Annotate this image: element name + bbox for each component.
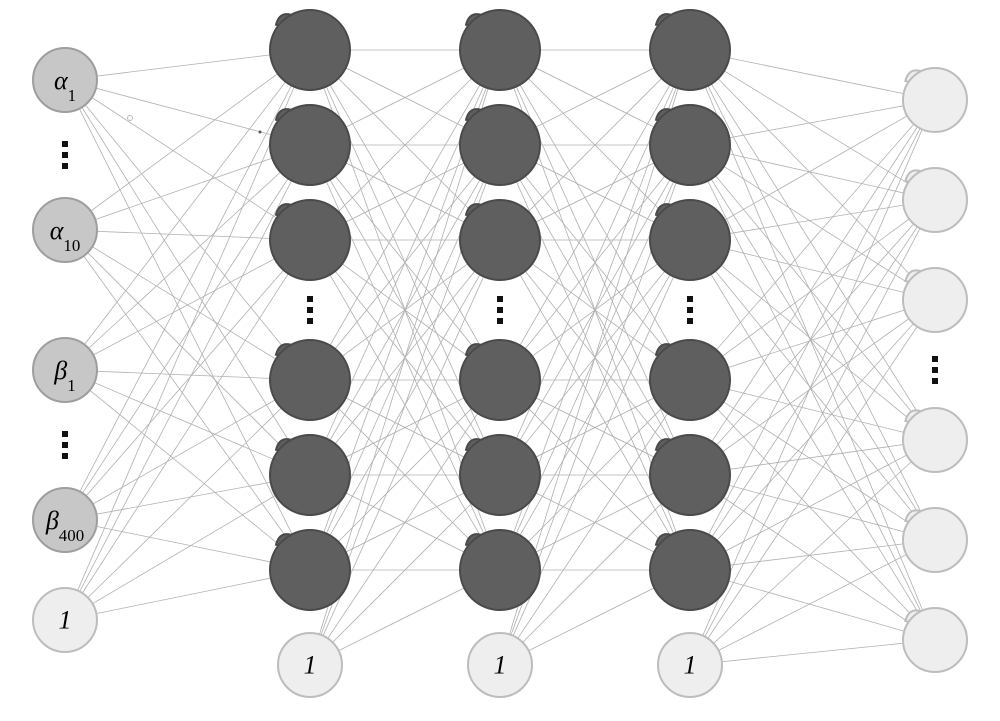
ellipsis-dot [62, 152, 68, 158]
ellipsis-dot [307, 296, 313, 302]
node [903, 68, 967, 132]
node [903, 268, 967, 332]
ellipsis-dot [932, 356, 938, 362]
ellipsis-dot [62, 442, 68, 448]
bias-label: 1 [494, 651, 507, 680]
bias-label: 1 [59, 606, 72, 635]
node [903, 508, 967, 572]
node: α10 [33, 198, 97, 262]
ellipsis-dot [62, 141, 68, 147]
bias-label: 1 [684, 651, 697, 680]
node [270, 105, 350, 185]
layer-hidden3: 1 [650, 10, 730, 697]
node [650, 530, 730, 610]
bias-node: 1 [468, 633, 532, 697]
node [270, 435, 350, 515]
neural-network-diagram: α1 α10 β1 β400 1 1 1 1 [0, 0, 1000, 721]
node: α1 [33, 48, 97, 112]
ellipsis-dot [307, 318, 313, 324]
ellipsis-dot [497, 318, 503, 324]
ellipsis-dot [62, 453, 68, 459]
node [903, 168, 967, 232]
bias-node: 1 [33, 588, 97, 652]
ellipsis-dot [62, 431, 68, 437]
ellipsis-dot [687, 318, 693, 324]
node [460, 105, 540, 185]
ellipsis-dot [932, 367, 938, 373]
ellipsis-dot [687, 296, 693, 302]
bias-node: 1 [658, 633, 722, 697]
node [270, 10, 350, 90]
node [270, 530, 350, 610]
node: β1 [33, 338, 97, 402]
node [650, 200, 730, 280]
ellipsis-dot [62, 163, 68, 169]
node [270, 200, 350, 280]
node [460, 530, 540, 610]
node [650, 10, 730, 90]
ellipsis-dot [932, 378, 938, 384]
bias-label: 1 [304, 651, 317, 680]
node: β400 [33, 488, 97, 552]
node [460, 435, 540, 515]
node [460, 200, 540, 280]
node [650, 105, 730, 185]
node [460, 10, 540, 90]
node [270, 340, 350, 420]
bias-node: 1 [278, 633, 342, 697]
ellipsis-dot [497, 296, 503, 302]
node [650, 435, 730, 515]
ellipsis-dot [687, 307, 693, 313]
node [903, 608, 967, 672]
layer-output [903, 68, 967, 672]
layer-input: α1 α10 β1 β400 1 [33, 48, 97, 652]
ellipsis-dot [307, 307, 313, 313]
ellipsis-dot [497, 307, 503, 313]
node [903, 408, 967, 472]
node [460, 340, 540, 420]
node [650, 340, 730, 420]
